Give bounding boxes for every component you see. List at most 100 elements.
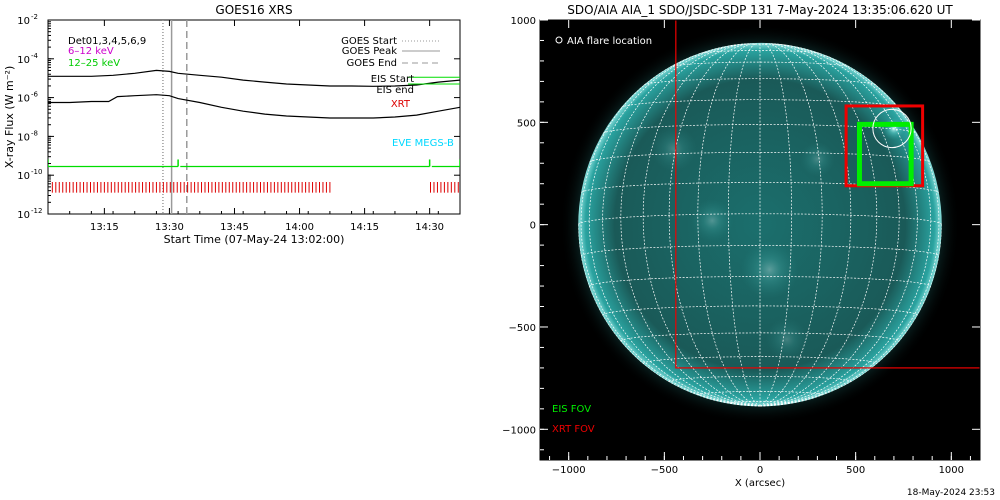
eis-fov-box [856, 121, 914, 187]
goes-y-tick-label: 10 [17, 171, 30, 182]
grid-latitude-line [697, 391, 823, 396]
bright-region [765, 318, 808, 361]
grid-latitude-line [643, 78, 877, 86]
goes-chart-title: GOES16 XRS [215, 3, 292, 17]
goes-x-tick-label: 13:30 [155, 222, 184, 233]
grid-latitude-line [580, 245, 940, 257]
fov-boxes [675, 20, 980, 369]
flux-short-line [48, 94, 460, 119]
bright-region [691, 199, 734, 242]
aia-x-axis: −1000 −500 0 500 1000 [549, 20, 971, 476]
goes-y-tick-label: 10 [17, 16, 30, 27]
bright-region [650, 125, 697, 172]
legend-xrt-fov: XRT FOV [552, 424, 595, 435]
grid-latitude-line [642, 356, 878, 364]
aia-y-tick-label: −500 [509, 323, 536, 334]
aia-x-tick-label: −1000 [552, 465, 586, 476]
label-eis-end: EIS end [376, 85, 414, 96]
grid-latitude-line [728, 401, 792, 404]
goes-y-tick-exponent: -2 [31, 13, 38, 21]
goes-y-tick-label: 10 [17, 132, 30, 143]
aia-y-tick-label: −1000 [502, 425, 536, 436]
grid-longitude-line [580, 54, 761, 407]
xrt-observation-marks [51, 181, 459, 193]
grid-latitude-line [669, 61, 851, 68]
grid-longitude-line [602, 44, 761, 407]
grid-latitude-line [589, 152, 931, 163]
grid-latitude-line [602, 305, 918, 316]
flare-location-marker [872, 108, 912, 149]
aia-x-tick-label: −500 [651, 465, 678, 476]
grid-longitude-line [759, 42, 852, 407]
legend-6-12kev: 6–12 keV [68, 46, 114, 57]
label-eve-megs-b: EVE MEGS-B [392, 138, 454, 149]
goes-y-tick-exponent: -6 [31, 91, 39, 99]
grid-longitude-line [759, 43, 878, 407]
goes-x-tick-label: 14:00 [285, 222, 314, 233]
legend-12-25kev: 12–25 keV [68, 58, 120, 69]
goes-x-axis: 13:15 13:30 13:45 14:00 14:15 14:30 [47, 20, 461, 233]
aia-image-panel: SDO/AIA AIA_1 SDO/JSDC-SDP 131 7-May-202… [502, 3, 981, 489]
aia-x-axis-label: X (arcsec) [735, 478, 785, 489]
footer-timestamp: 18-May-2024 23:53 [907, 488, 995, 498]
grid-longitude-line [728, 42, 761, 407]
bright-region [740, 240, 799, 299]
goes-y-tick-exponent: -8 [31, 129, 38, 137]
goes-flux-curves [48, 69, 460, 119]
grid-longitude-line [759, 42, 792, 407]
eis-level-lines [407, 76, 460, 85]
goes-y-tick-label: 10 [17, 55, 30, 66]
goes-x-tick-label: 13:15 [90, 222, 119, 233]
goes-y-tick-exponent: -10 [31, 168, 42, 176]
label-eis-start: EIS Start [371, 74, 414, 85]
grid-longitude-line [668, 42, 761, 407]
goes-x-tick-label: 14:15 [350, 222, 379, 233]
grid-latitude-line [578, 213, 942, 225]
grid-latitude-line [620, 99, 900, 108]
flare-legend-symbol [555, 36, 563, 44]
grid-longitude-line [588, 46, 761, 407]
aia-chart-title: SDO/AIA AIA_1 SDO/JSDC-SDP 131 7-May-202… [567, 3, 953, 17]
grid-latitude-line [602, 124, 918, 134]
flux-long-line [48, 69, 460, 87]
heliographic-grid [578, 42, 942, 407]
goes-x-axis-label: Start Time (07-May-24 13:02:00) [164, 233, 345, 246]
bright-region [800, 141, 835, 177]
aia-x-tick-label: 500 [846, 465, 865, 476]
goes-y-tick-label: 10 [17, 210, 30, 221]
legend-goes-start: GOES Start [341, 36, 397, 47]
grid-latitude-line [581, 182, 939, 193]
goes-y-tick-exponent: -4 [31, 52, 39, 60]
aia-x-tick-label: 1000 [939, 465, 964, 476]
grid-longitude-line [759, 54, 940, 407]
legend-goes-peak: GOES Peak [342, 46, 397, 57]
grid-longitude-line [642, 43, 761, 407]
legend-detectors: Det01,3,4,5,6,9 [68, 36, 146, 47]
grid-latitude-line [620, 332, 900, 342]
grid-longitude-line [697, 42, 761, 407]
grid-latitude-line [730, 43, 790, 46]
grid-longitude-line [759, 44, 918, 407]
goes-time-markers [162, 20, 188, 214]
grid-latitude-line [588, 276, 932, 287]
goes-y-axis-label: X-ray Flux (W m⁻²) [3, 66, 16, 168]
goes-x-tick-label: 13:45 [220, 222, 249, 233]
flare-legend-label: AIA flare location [567, 36, 652, 47]
aia-x-tick-label: 0 [757, 465, 763, 476]
xrt-fov-large-box [675, 20, 980, 369]
legend-goes-end: GOES End [347, 58, 397, 69]
label-xrt: XRT [391, 99, 411, 110]
grid-longitude-line [759, 46, 932, 407]
goes-y-tick-exponent: -12 [31, 207, 42, 215]
grid-longitude-line [759, 42, 823, 407]
aia-y-tick-label: 500 [517, 118, 536, 129]
goes-y-tick-label: 10 [17, 94, 30, 105]
aia-y-tick-label: 1000 [511, 16, 536, 27]
aia-y-axis: 1000 500 0 −500 −1000 [502, 16, 980, 451]
legend-eis-fov: EIS FOV [552, 404, 591, 415]
grid-latitude-line [668, 375, 852, 382]
active-regions [650, 116, 906, 361]
